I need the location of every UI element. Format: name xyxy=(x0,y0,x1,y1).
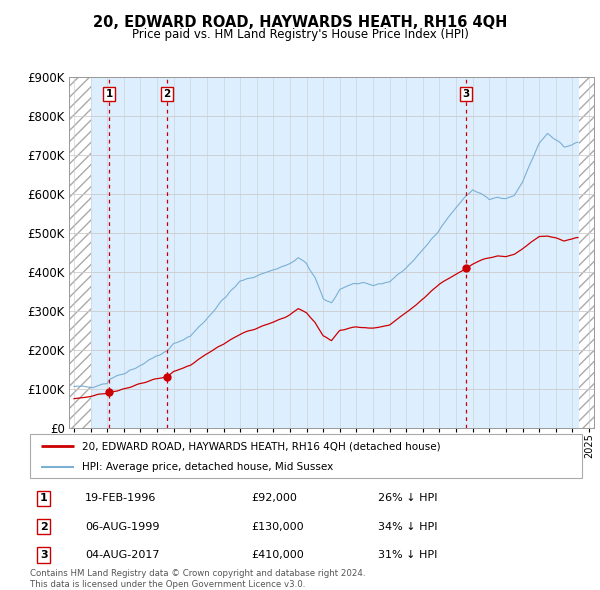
Text: 2: 2 xyxy=(40,522,47,532)
Text: 06-AUG-1999: 06-AUG-1999 xyxy=(85,522,160,532)
Text: 04-AUG-2017: 04-AUG-2017 xyxy=(85,550,160,560)
Text: 1: 1 xyxy=(40,493,47,503)
Text: Contains HM Land Registry data © Crown copyright and database right 2024.
This d: Contains HM Land Registry data © Crown c… xyxy=(30,569,365,589)
Text: 19-FEB-1996: 19-FEB-1996 xyxy=(85,493,157,503)
Text: 26% ↓ HPI: 26% ↓ HPI xyxy=(378,493,437,503)
Bar xyxy=(579,77,594,428)
Text: 2: 2 xyxy=(163,89,170,99)
Text: 3: 3 xyxy=(40,550,47,560)
Text: £130,000: £130,000 xyxy=(251,522,304,532)
Text: Price paid vs. HM Land Registry's House Price Index (HPI): Price paid vs. HM Land Registry's House … xyxy=(131,28,469,41)
FancyBboxPatch shape xyxy=(30,434,582,478)
Text: 34% ↓ HPI: 34% ↓ HPI xyxy=(378,522,437,532)
Text: 1: 1 xyxy=(106,89,113,99)
Text: £92,000: £92,000 xyxy=(251,493,296,503)
Text: 31% ↓ HPI: 31% ↓ HPI xyxy=(378,550,437,560)
Text: 20, EDWARD ROAD, HAYWARDS HEATH, RH16 4QH (detached house): 20, EDWARD ROAD, HAYWARDS HEATH, RH16 4Q… xyxy=(82,441,441,451)
Text: £410,000: £410,000 xyxy=(251,550,304,560)
Text: HPI: Average price, detached house, Mid Sussex: HPI: Average price, detached house, Mid … xyxy=(82,462,334,472)
Text: 3: 3 xyxy=(462,89,470,99)
Text: 20, EDWARD ROAD, HAYWARDS HEATH, RH16 4QH: 20, EDWARD ROAD, HAYWARDS HEATH, RH16 4Q… xyxy=(93,15,507,30)
Bar xyxy=(69,77,91,428)
